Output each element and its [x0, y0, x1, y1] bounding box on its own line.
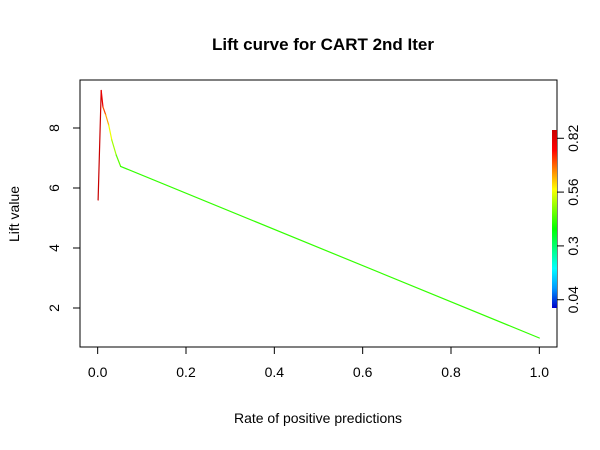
color-key-ticks: 0.04 0.3 0.56 0.82 [557, 124, 581, 313]
lift-segment [108, 124, 113, 141]
x-tick-label: 0.2 [176, 364, 196, 380]
y-axis-label: Lift value [6, 186, 22, 242]
lift-segment [120, 165, 540, 339]
x-tick-label: 0.8 [441, 364, 461, 380]
lift-segment [100, 89, 104, 108]
lift-segment [105, 113, 110, 126]
lift-segment [102, 106, 107, 116]
y-tick-label: 8 [46, 124, 62, 132]
y-tick-label: 2 [46, 304, 62, 312]
x-axis: 0.0 0.2 0.4 0.6 0.8 1.0 [88, 347, 549, 380]
lift-segment [115, 154, 122, 167]
x-tick-label: 0.0 [88, 364, 108, 380]
x-tick-label: 0.4 [265, 364, 285, 380]
color-key-tick-label: 0.82 [565, 124, 581, 151]
x-axis-label: Rate of positive predictions [234, 410, 402, 426]
y-axis: 2 4 6 8 [46, 124, 80, 312]
color-key: 0.04 0.3 0.56 0.82 [552, 124, 581, 313]
lift-series [97, 89, 540, 339]
color-key-tick-label: 0.04 [565, 286, 581, 313]
color-key-tick-label: 0.56 [565, 178, 581, 205]
y-tick-label: 4 [46, 244, 62, 252]
color-key-tick-label: 0.3 [565, 236, 581, 256]
chart-title: Lift curve for CART 2nd Iter [212, 35, 434, 54]
x-tick-label: 0.6 [353, 364, 373, 380]
plot-frame [79, 79, 558, 348]
y-tick-label: 6 [46, 184, 62, 192]
lift-segment [111, 139, 117, 156]
lift-segment [97, 89, 102, 201]
color-key-bar [552, 130, 557, 308]
x-tick-label: 1.0 [530, 364, 550, 380]
